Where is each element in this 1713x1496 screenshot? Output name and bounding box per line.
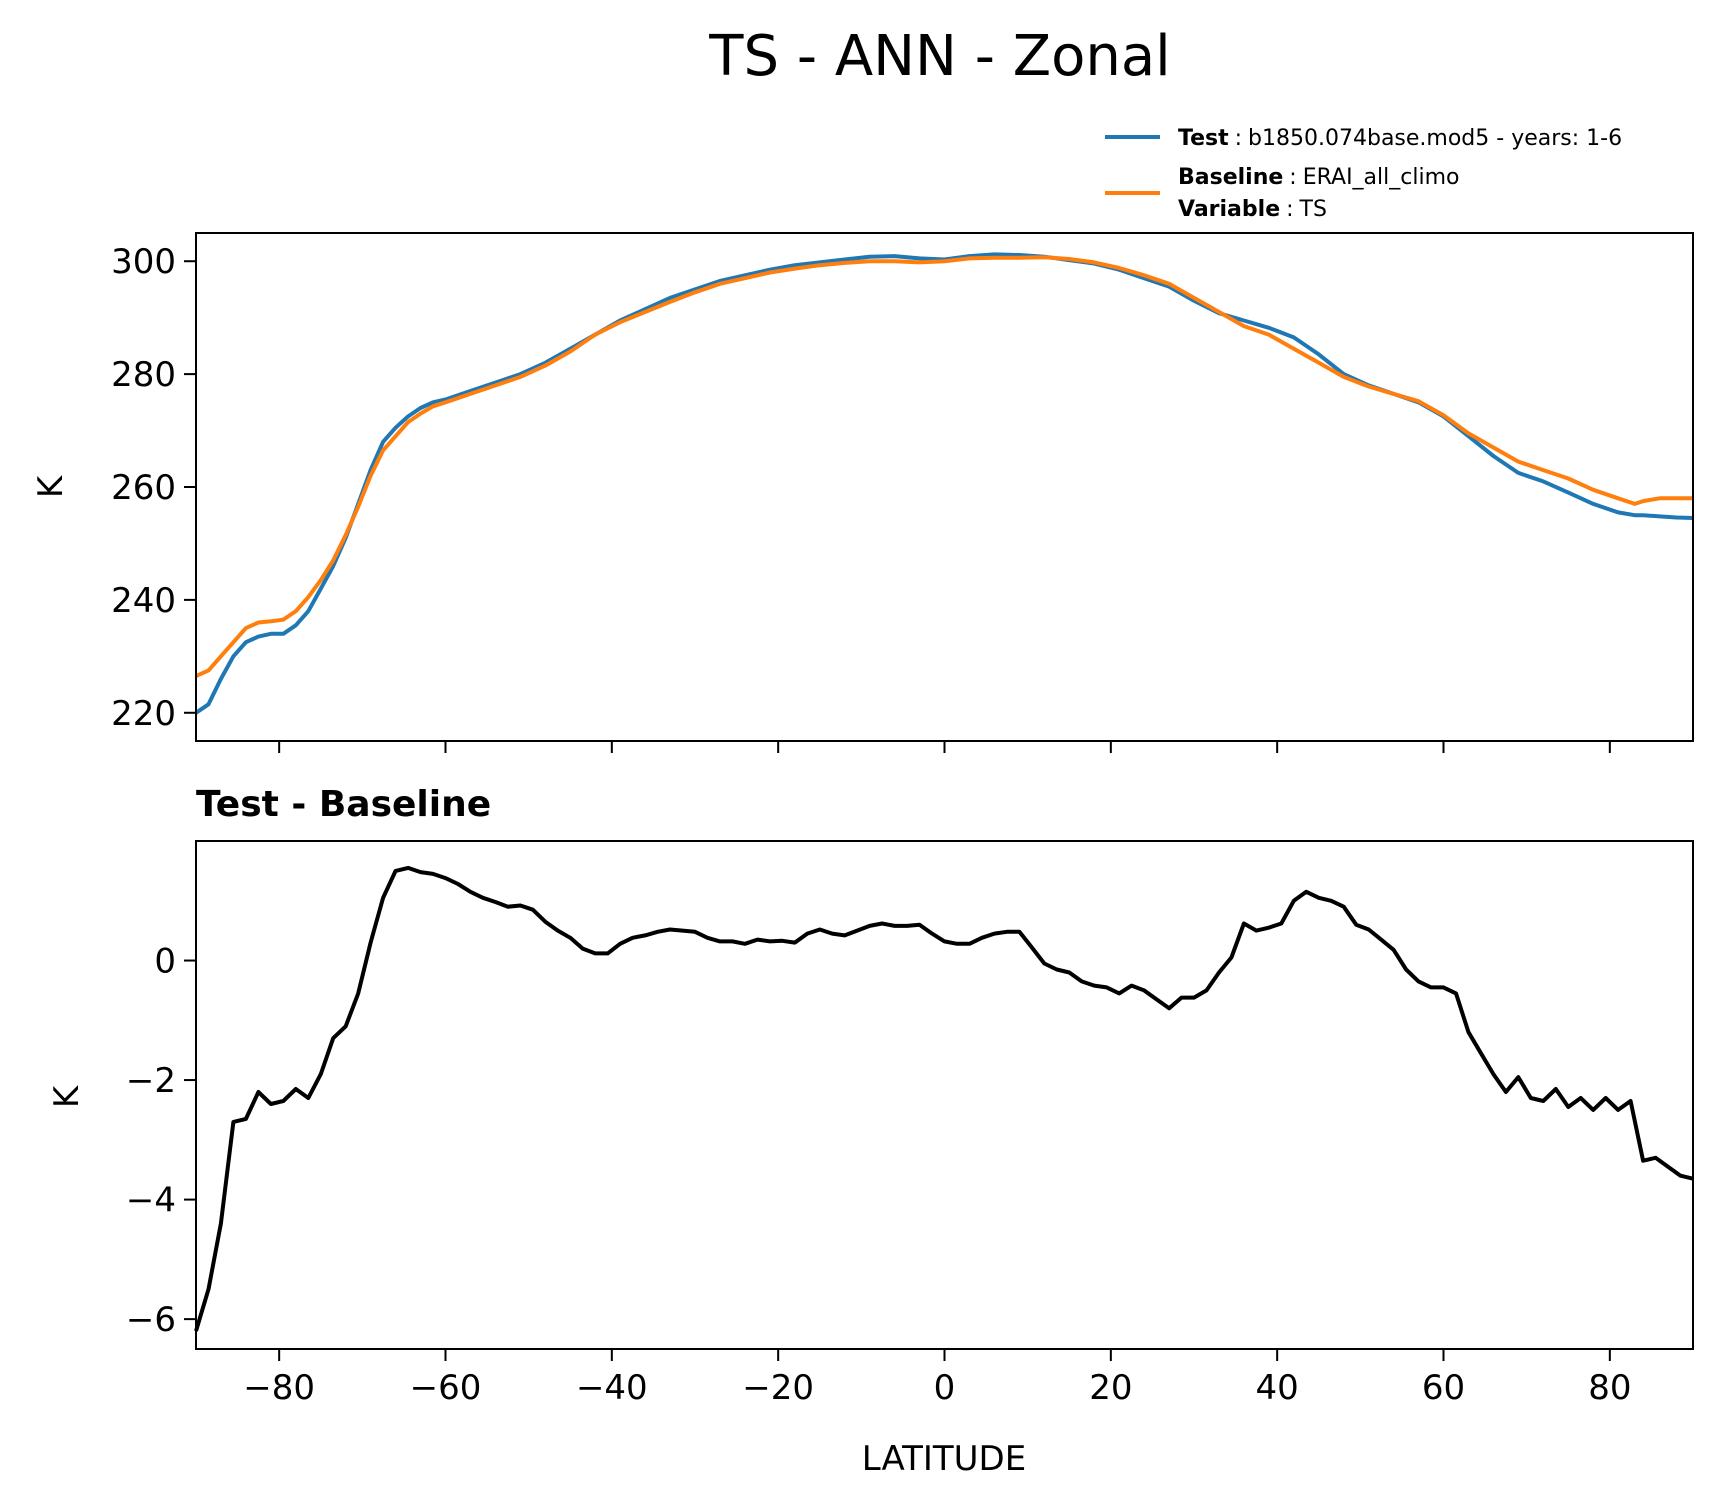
legend-sep-baseline: : [1289, 165, 1296, 190]
legend-label-variable: Variable: TS [1178, 197, 1327, 222]
bottom-xtick-label: −20 [742, 1368, 814, 1408]
bottom-title: Test - Baseline [196, 784, 491, 825]
legend-sep-test: : [1235, 126, 1242, 151]
bottom-xtick-label: −60 [410, 1368, 482, 1408]
legend-value-baseline: ERAI_all_climo [1303, 165, 1460, 190]
legend-value-test: b1850.074base.mod5 - years: 1-6 [1248, 126, 1622, 151]
legend-key-test: Test [1178, 126, 1229, 151]
bottom-ylabel: K [47, 1084, 87, 1108]
bottom-xlabel: LATITUDE [862, 1439, 1026, 1479]
bottom-xtick-label: −40 [576, 1368, 648, 1408]
figure-title: TS - ANN - Zonal [708, 24, 1170, 89]
bottom-xtick-label: −80 [243, 1368, 315, 1408]
top-series-group [194, 252, 1694, 715]
panel-bottom: Test - Baseline −6−4−20 −80 −60 −40 −20 0 20 4… [47, 784, 1694, 1479]
bottom-xtick-label: 60 [1422, 1368, 1465, 1408]
bottom-series-line-difference [194, 865, 1694, 1332]
legend-key-baseline: Baseline [1178, 165, 1283, 190]
bottom-xtick-label: 80 [1588, 1368, 1631, 1408]
panel-top: 220 240 260 280 300 K [31, 232, 1694, 753]
bottom-xticks: −80 −60 −40 −20 0 20 40 60 80 [243, 1349, 1631, 1408]
bottom-xtick-label: 40 [1256, 1368, 1299, 1408]
bottom-xtick-label: 0 [934, 1368, 956, 1408]
legend-label-test: Test: b1850.074base.mod5 - years: 1-6 [1178, 126, 1622, 151]
legend-sep-variable: : [1286, 197, 1293, 222]
top-ytick-label: 280 [111, 355, 176, 395]
bottom-ytick-label: −6 [126, 1300, 176, 1340]
top-ytick-label: 220 [111, 694, 176, 734]
bottom-series-group [194, 865, 1694, 1332]
top-axes-frame [195, 232, 1694, 742]
top-yticks: 220 240 260 280 300 [111, 242, 196, 734]
legend-value-variable: TS [1299, 197, 1327, 222]
bottom-axes-frame [195, 840, 1694, 1350]
top-ytick-label: 240 [111, 581, 176, 621]
legend-key-variable: Variable [1178, 197, 1280, 222]
legend: Test: b1850.074base.mod5 - years: 1-6 Bas… [1105, 126, 1622, 222]
bottom-ytick-label: −2 [126, 1061, 176, 1101]
top-ytick-label: 260 [111, 468, 176, 508]
top-series-line-baseline [195, 255, 1693, 678]
top-ytick-label: 300 [111, 242, 176, 282]
top-xticks [278, 741, 1611, 753]
legend-label-baseline: Baseline: ERAI_all_climo [1178, 165, 1459, 190]
top-series-line-test [194, 252, 1694, 715]
top-ylabel: K [31, 474, 71, 498]
bottom-ytick-label: −4 [126, 1181, 176, 1221]
bottom-yticks: −6 −4 −2 0 [126, 942, 196, 1340]
bottom-ytick-label: 0 [154, 942, 176, 982]
bottom-xtick-label: 20 [1089, 1368, 1132, 1408]
